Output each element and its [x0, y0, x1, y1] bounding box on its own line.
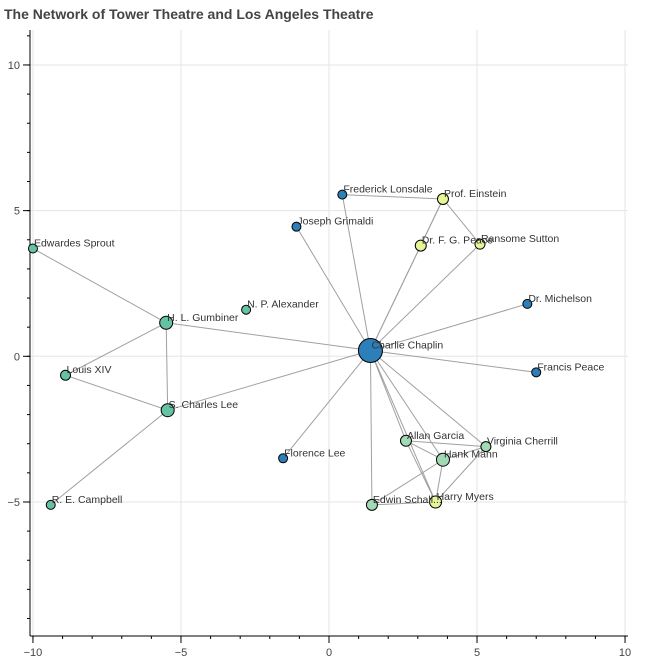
- node-label: Allan Garcia: [407, 430, 464, 442]
- node-label: H. L. Gumbiner: [167, 312, 239, 324]
- edge: [371, 459, 444, 506]
- edge: [369, 350, 437, 503]
- node-label: S. Charles Lee: [169, 399, 239, 411]
- edge: [405, 440, 437, 503]
- edge: [369, 350, 373, 505]
- node: [429, 495, 443, 509]
- edge: [370, 350, 487, 448]
- edge: [435, 459, 444, 503]
- y-tick-label: 10: [8, 60, 20, 72]
- x-tick-label: −5: [175, 647, 188, 659]
- x-tick-label: 10: [619, 647, 631, 659]
- edge: [296, 226, 371, 351]
- node-label: Francis Peace: [537, 361, 604, 373]
- node: [337, 189, 348, 200]
- node: [531, 367, 542, 378]
- edge: [32, 248, 167, 324]
- node-label: Hank Mann: [444, 449, 498, 461]
- node-label: Edwin Schall...: [373, 494, 442, 506]
- edge: [420, 198, 444, 246]
- edge: [369, 350, 407, 441]
- edge: [165, 322, 169, 411]
- node: [414, 239, 427, 252]
- x-tick-label: 5: [474, 647, 480, 659]
- edge: [370, 243, 481, 351]
- x-tick-label: 0: [326, 647, 332, 659]
- plot-title: The Network of Tower Theatre and Los Ang…: [4, 6, 374, 22]
- edge: [341, 194, 371, 351]
- edge: [167, 350, 371, 411]
- x-tick-label: −10: [24, 647, 43, 659]
- edge: [405, 440, 486, 448]
- node-label: Frederick Lonsdale: [343, 184, 432, 196]
- node-label: Harry Myers: [437, 491, 494, 503]
- node-label: Florence Lee: [284, 447, 345, 459]
- node: [45, 499, 56, 510]
- edge: [370, 350, 444, 461]
- node-label: Louis XIV: [67, 364, 112, 376]
- node-label: Joseph Grimaldi: [297, 216, 373, 228]
- edge: [65, 374, 168, 411]
- edge: [435, 446, 487, 503]
- node: [159, 315, 174, 330]
- edge: [371, 501, 436, 506]
- node-label: R. E. Campbell: [52, 494, 123, 506]
- node: [474, 238, 486, 250]
- node: [365, 498, 378, 511]
- node: [160, 403, 175, 418]
- node: [291, 221, 302, 232]
- y-tick-label: 0: [14, 351, 20, 363]
- node-label: Dr. F. G. Peace: [422, 235, 493, 247]
- edge: [65, 322, 167, 376]
- node: [436, 192, 449, 205]
- node: [480, 441, 492, 453]
- node: [399, 434, 412, 447]
- edge: [166, 322, 371, 351]
- edge: [442, 198, 481, 245]
- y-tick-label: −5: [7, 497, 20, 509]
- node: [27, 243, 38, 254]
- node: [60, 369, 72, 381]
- node-label: Edwardes Sprout: [34, 238, 115, 250]
- edge: [342, 194, 443, 200]
- node: [241, 304, 252, 315]
- node: [435, 452, 450, 467]
- edge: [442, 446, 487, 461]
- node-label: Prof. Einstein: [444, 188, 507, 200]
- node-label: Charlie Chaplin: [371, 339, 443, 351]
- edge: [370, 349, 537, 373]
- node: [357, 337, 383, 363]
- edge: [369, 245, 422, 351]
- edge: [370, 303, 528, 351]
- node-label: N. P. Alexander: [247, 299, 319, 311]
- node: [522, 298, 533, 309]
- node-label: Ransome Sutton: [481, 233, 559, 245]
- edge: [50, 409, 168, 506]
- node-label: Dr. Michelson: [528, 293, 592, 305]
- node-label: Virginia Cherrill: [487, 436, 558, 448]
- edge: [282, 350, 371, 459]
- node: [278, 453, 289, 464]
- y-tick-label: 5: [14, 206, 20, 218]
